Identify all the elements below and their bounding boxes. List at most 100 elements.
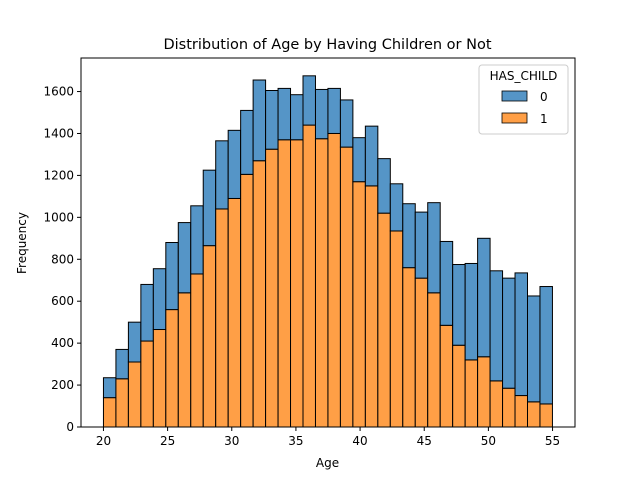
bar-has-child-1-bin-21 (364, 185, 379, 428)
bar-has-child-1-bin-15 (290, 139, 304, 428)
bar-has-child-1-bin-25 (414, 277, 429, 428)
bar-has-child-0-bin-28 (452, 264, 466, 346)
y-tick-label-1400: 1400 (43, 126, 74, 140)
bar-has-child-0-bin-15 (290, 94, 304, 141)
bar-has-child-1-bin-10 (227, 197, 242, 428)
bar-has-child-0-bin-9 (215, 140, 229, 210)
bar-has-child-0-bin-1 (115, 348, 129, 380)
bar-has-child-0-bin-22 (377, 158, 391, 214)
bar-has-child-0-bin-21 (364, 125, 379, 187)
bar-has-child-1-bin-32 (502, 387, 516, 428)
y-tick-label-400: 400 (51, 336, 74, 350)
bar-has-child-0-bin-12 (252, 79, 267, 162)
x-tick-label-35: 35 (288, 434, 303, 448)
bar-has-child-0-bin-5 (165, 242, 179, 311)
bar-has-child-0-bin-11 (240, 109, 254, 175)
y-tick-label-1000: 1000 (43, 210, 74, 224)
bar-has-child-0-bin-25 (414, 211, 429, 279)
bar-has-child-1-bin-30 (477, 356, 491, 428)
y-tick-label-600: 600 (51, 294, 74, 308)
bar-has-child-0-bin-0 (102, 377, 117, 399)
bar-has-child-1-bin-7 (190, 273, 204, 428)
x-tick-label-45: 45 (417, 434, 432, 448)
bar-has-child-1-bin-24 (402, 267, 416, 428)
bar-has-child-1-bin-5 (165, 309, 179, 428)
bar-has-child-0-bin-2 (127, 321, 142, 363)
bar-has-child-0-bin-29 (464, 262, 479, 361)
x-axis-label: Age (316, 456, 339, 470)
plot-frame (80, 57, 576, 428)
bar-has-child-0-bin-4 (152, 268, 167, 331)
bar-has-child-0-bin-16 (302, 75, 316, 126)
bars-group (102, 75, 553, 428)
bar-has-child-0-bin-7 (190, 205, 204, 275)
bar-has-child-1-bin-4 (152, 329, 167, 428)
bar-has-child-0-bin-33 (514, 272, 528, 397)
bar-has-child-1-bin-13 (265, 148, 279, 428)
bar-has-child-0-bin-19 (339, 99, 354, 148)
y-tick-label-200: 200 (51, 378, 74, 392)
legend-swatch-1 (501, 112, 528, 124)
bar-has-child-0-bin-27 (439, 240, 454, 326)
bar-has-child-0-bin-14 (277, 87, 292, 141)
legend-label-1: 1 (540, 112, 548, 126)
x-tick-label-55: 55 (545, 434, 560, 448)
bar-has-child-0-bin-13 (265, 89, 279, 150)
bar-has-child-1-bin-16 (302, 124, 316, 428)
bar-has-child-1-bin-6 (177, 292, 192, 428)
bar-has-child-1-bin-2 (127, 361, 142, 428)
bar-has-child-0-bin-24 (402, 203, 416, 269)
bar-has-child-0-bin-8 (202, 169, 217, 247)
legend-label-0: 0 (540, 90, 548, 104)
bar-has-child-0-bin-23 (389, 183, 404, 232)
x-tick-label-50: 50 (481, 434, 496, 448)
bar-has-child-0-bin-20 (352, 137, 366, 183)
x-tick-label-40: 40 (352, 434, 367, 448)
bar-has-child-1-bin-29 (464, 359, 479, 428)
bar-has-child-0-bin-10 (227, 129, 242, 199)
bar-has-child-0-bin-26 (427, 202, 441, 294)
axes-group: 20 25 30 35 40 45 50 55 0 200 400 600 800 1000 1200 140… (43, 57, 576, 448)
x-tick-label-25: 25 (160, 434, 175, 448)
legend-swatch-0 (501, 90, 528, 102)
bar-has-child-1-bin-9 (215, 208, 229, 428)
legend-title: HAS_CHILD (490, 69, 558, 83)
bar-has-child-1-bin-18 (327, 132, 341, 428)
bar-has-child-1-bin-31 (489, 380, 504, 428)
bar-has-child-0-bin-18 (327, 87, 341, 134)
y-axis-label: Frequency (15, 212, 29, 274)
legend: HAS_CHILD 0 1 (478, 64, 569, 135)
bar-has-child-1-bin-34 (526, 401, 541, 428)
y-tick-label-1200: 1200 (43, 168, 74, 182)
bar-has-child-0-bin-31 (489, 270, 504, 382)
bar-has-child-1-bin-33 (514, 395, 528, 428)
bar-has-child-1-bin-26 (427, 292, 441, 428)
bar-has-child-0-bin-30 (477, 237, 491, 358)
bar-has-child-0-bin-6 (177, 222, 192, 294)
bar-has-child-0-bin-34 (526, 295, 541, 403)
bar-has-child-1-bin-14 (277, 139, 292, 428)
bar-has-child-0-bin-3 (140, 283, 154, 342)
bar-has-child-1-bin-23 (389, 230, 404, 428)
bar-has-child-1-bin-3 (140, 340, 154, 428)
bar-has-child-1-bin-0 (102, 397, 117, 428)
bar-has-child-0-bin-32 (502, 277, 516, 389)
bar-has-child-1-bin-27 (439, 324, 454, 428)
x-tick-label-30: 30 (224, 434, 239, 448)
y-tick-label-0: 0 (66, 420, 74, 434)
bar-has-child-1-bin-12 (252, 160, 267, 428)
bar-has-child-1-bin-20 (352, 181, 366, 428)
bar-has-child-1-bin-28 (452, 344, 466, 428)
bar-has-child-1-bin-1 (115, 378, 129, 428)
x-tick-label-20: 20 (96, 434, 111, 448)
y-tick-label-1600: 1600 (43, 85, 74, 99)
bar-has-child-1-bin-8 (202, 245, 217, 428)
y-tick-label-800: 800 (51, 252, 74, 266)
bar-has-child-1-bin-19 (339, 146, 354, 428)
bar-has-child-1-bin-22 (377, 212, 391, 428)
bar-has-child-1-bin-11 (240, 173, 254, 428)
bar-has-child-0-bin-17 (314, 88, 329, 140)
bar-has-child-1-bin-35 (539, 403, 553, 428)
bar-has-child-1-bin-17 (314, 138, 329, 428)
